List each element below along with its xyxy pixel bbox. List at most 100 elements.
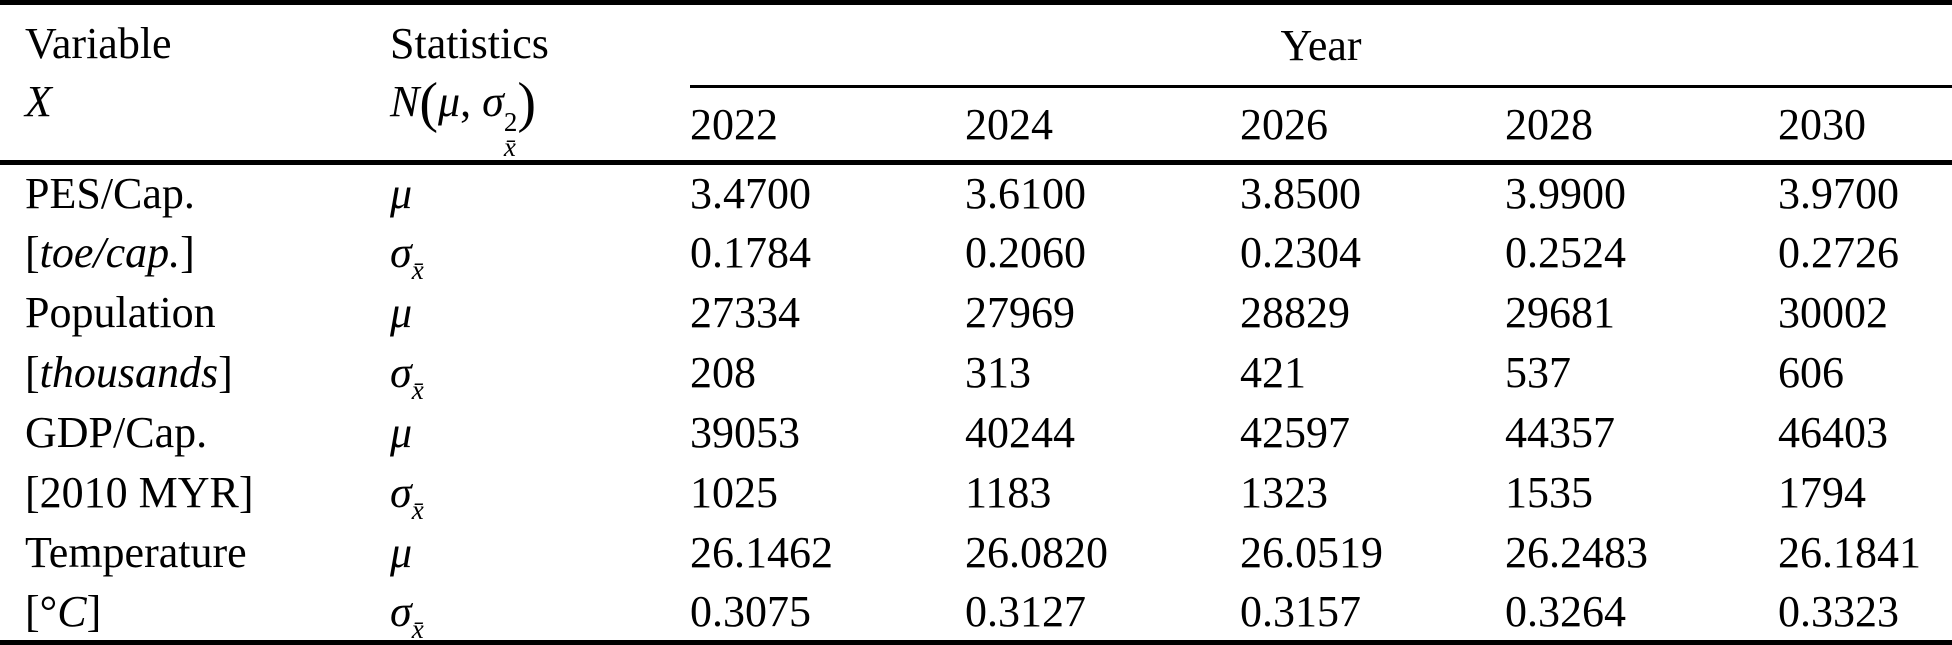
mu-value: 3.6100 (965, 169, 1086, 219)
value-cell: 3.9900 (1505, 163, 1778, 223)
year-group-header: Year (690, 2, 1952, 89)
table-row-gdp-mu: GDP/Cap. μ 39053 40244 42597 44357 46403 (0, 403, 1952, 463)
sigma-xbar-subscript: x̄ (411, 375, 424, 405)
formula-comma: , (460, 77, 483, 126)
value-cell: 1183 (965, 463, 1240, 523)
value-cell: 0.3075 (690, 583, 965, 643)
mu-value: 26.0820 (965, 528, 1108, 577)
variable-header-label: Variable (25, 19, 172, 68)
mu-value: 3.9700 (1778, 169, 1899, 219)
mu-value: 28829 (1240, 288, 1350, 337)
mu-value: 42597 (1240, 408, 1350, 457)
statistics-header-cell: Statistics N(μ, σ 2 x̄) (390, 2, 690, 165)
stat-symbol-cell: μ (390, 163, 690, 223)
variable-name-cell: GDP/Cap. (0, 403, 390, 463)
year-column-2028: 2028 (1505, 86, 1778, 165)
sigma-symbol: σ (390, 586, 412, 636)
statistics-header-label: Statistics (390, 19, 549, 68)
mu-symbol: μ (390, 288, 413, 337)
value-cell: 3.9700 (1778, 163, 1952, 223)
mu-value: 26.0519 (1240, 528, 1383, 577)
unit-italic: thousands (39, 348, 219, 397)
mu-value: 44357 (1505, 408, 1615, 457)
value-cell: 3.8500 (1240, 163, 1505, 223)
mu-value: 3.9900 (1505, 169, 1626, 219)
value-cell: 27334 (690, 283, 965, 343)
value-cell: 0.3323 (1778, 583, 1952, 643)
value-cell: 0.2524 (1505, 223, 1778, 283)
value-cell: 0.3264 (1505, 583, 1778, 643)
stat-symbol-cell: μ (390, 283, 690, 343)
sigma-value: 0.3264 (1505, 586, 1626, 636)
mu-symbol: μ (390, 408, 413, 457)
value-cell: 30002 (1778, 283, 1952, 343)
value-cell: 0.2304 (1240, 223, 1505, 283)
unit-post: ] (218, 348, 233, 397)
value-cell: 26.0820 (965, 523, 1240, 583)
table-row-pes-sigma: [toe/cap.] σx̄ 0.1784 0.2060 0.2304 0.25… (0, 223, 1952, 285)
value-cell: 26.1841 (1778, 523, 1952, 583)
unit-pre: [ (25, 348, 40, 397)
value-cell: 1323 (1240, 463, 1505, 523)
sigma-value: 0.3323 (1778, 586, 1899, 636)
value-cell: 3.6100 (965, 163, 1240, 223)
variable-name: GDP/Cap. (25, 408, 208, 457)
sigma-value: 537 (1505, 348, 1571, 397)
variable-unit-cell: [°C] (0, 583, 390, 643)
sigma-value: 0.2726 (1778, 228, 1899, 277)
variable-name-cell: Temperature (0, 523, 390, 583)
table-body: PES/Cap. μ 3.4700 3.6100 3.8500 3.9900 3… (0, 163, 1952, 643)
sigma-value: 0.2304 (1240, 228, 1361, 277)
value-cell: 0.2060 (965, 223, 1240, 283)
value-cell: 26.2483 (1505, 523, 1778, 583)
mu-value: 27969 (965, 288, 1075, 337)
year-column-2026: 2026 (1240, 86, 1505, 165)
sigma-value: 0.3127 (965, 586, 1086, 636)
value-cell: 26.1462 (690, 523, 965, 583)
value-cell: 39053 (690, 403, 965, 463)
year-label: 2026 (1240, 99, 1328, 149)
unit-italic: toe/cap. (39, 228, 181, 277)
value-cell: 0.3157 (1240, 583, 1505, 643)
sigma-xbar-subscript: x̄ (411, 613, 424, 644)
sigma-value: 0.3075 (690, 586, 811, 636)
sigma-value: 0.2524 (1505, 228, 1626, 277)
sigma-value: 208 (690, 348, 756, 397)
sigma-xbar-subscript: x̄ (411, 255, 424, 285)
formula-sigma: σ (482, 77, 504, 126)
year-column-2022: 2022 (690, 86, 965, 165)
variable-header-symbol: X (25, 77, 52, 126)
header-row-top: Variable X Statistics N(μ, σ 2 x̄) Year (0, 2, 1952, 165)
variable-header-cell: Variable X (0, 2, 390, 165)
unit-post: ] (180, 228, 195, 277)
mu-value: 27334 (690, 288, 800, 337)
value-cell: 3.4700 (690, 163, 965, 223)
formula-sigma-sup-sub: 2 x̄ (503, 107, 518, 161)
mu-value: 26.1462 (690, 528, 833, 577)
formula-mu: μ (438, 77, 461, 126)
sigma-value: 1025 (690, 468, 778, 517)
mu-value: 39053 (690, 408, 800, 457)
table-row-gdp-sigma: [2010 MYR] σx̄ 1025 1183 1323 1535 1794 (0, 463, 1952, 524)
header-row-years: 2022 2024 2026 2028 2030 (0, 86, 1952, 165)
table-row-temperature-sigma: [°C] σx̄ 0.3075 0.3127 0.3157 0.3264 0.3… (0, 583, 1952, 643)
stat-symbol-cell: σx̄ (390, 463, 690, 524)
sigma-value: 606 (1778, 348, 1844, 397)
table-row-temperature-mu: Temperature μ 26.1462 26.0820 26.0519 26… (0, 523, 1952, 583)
stat-symbol-cell: σx̄ (390, 223, 690, 285)
stat-symbol-cell: σx̄ (390, 343, 690, 405)
variable-name: Temperature (25, 528, 247, 577)
table-row-pes-mu: PES/Cap. μ 3.4700 3.6100 3.8500 3.9900 3… (0, 163, 1952, 223)
value-cell: 28829 (1240, 283, 1505, 343)
sigma-value: 1794 (1778, 468, 1866, 517)
variable-unit-cell: [toe/cap.] (0, 223, 390, 283)
mu-value: 46403 (1778, 408, 1888, 457)
value-cell: 606 (1778, 343, 1952, 403)
value-cell: 27969 (965, 283, 1240, 343)
mu-value: 26.1841 (1778, 528, 1921, 577)
sigma-value: 0.1784 (690, 228, 811, 277)
stat-symbol-cell: μ (390, 523, 690, 583)
mu-symbol: μ (390, 528, 413, 577)
formula-exponent: 2 (503, 107, 518, 137)
